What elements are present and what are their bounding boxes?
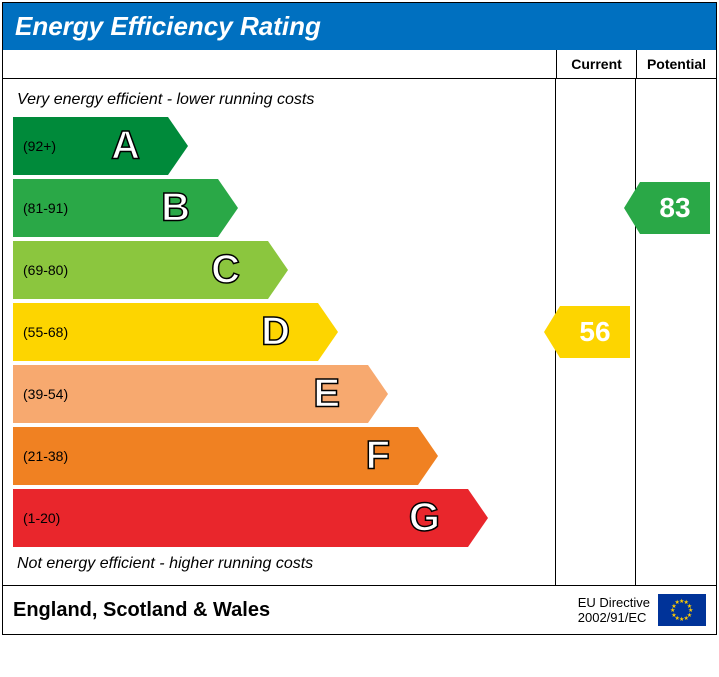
band-c: (69-80) C [13,241,268,299]
directive-line2: 2002/91/EC [578,610,650,625]
band-arrow-icon [218,179,238,237]
band-range: (55-68) [13,324,68,340]
band-d: (55-68) D [13,303,318,361]
label-efficient: Very energy efficient - lower running co… [13,87,545,117]
band-list: (92+) A (81-91) B (69-80) C (55-68) D (39-54) E (2… [13,117,545,547]
footer-directive: EU Directive 2002/91/EC ★★★★★★★★★★★★ [578,594,706,626]
label-inefficient: Not energy efficient - higher running co… [13,547,545,577]
band-arrow-icon [168,117,188,175]
col-head-potential: Potential [636,50,716,79]
marker-arrow-icon [624,182,640,234]
directive-text: EU Directive 2002/91/EC [578,595,650,625]
footer-region: England, Scotland & Wales [13,599,270,622]
band-arrow-icon [318,303,338,361]
band-range: (69-80) [13,262,68,278]
current-marker: 56 [560,306,630,358]
eu-flag-icon: ★★★★★★★★★★★★ [658,594,706,626]
band-f: (21-38) F [13,427,418,485]
col-head-current: Current [556,50,636,79]
directive-line1: EU Directive [578,595,650,610]
band-letter: B [161,186,190,231]
col-potential: 83 [636,79,716,585]
chart-footer: England, Scotland & Wales EU Directive 2… [3,585,716,634]
band-arrow-icon [368,365,388,423]
band-arrow-icon [418,427,438,485]
band-arrow-icon [268,241,288,299]
band-arrow-icon [468,489,488,547]
col-current: 56 [556,79,636,585]
band-letter: F [366,434,390,479]
band-range: (21-38) [13,448,68,464]
band-e: (39-54) E [13,365,368,423]
band-range: (39-54) [13,386,68,402]
epc-chart: Energy Efficiency Rating Current Potenti… [2,2,717,635]
band-letter: E [313,372,340,417]
band-range: (81-91) [13,200,68,216]
band-g: (1-20) G [13,489,468,547]
band-letter: G [409,496,440,541]
marker-arrow-icon [544,306,560,358]
col-head-blank [3,50,556,79]
chart-title: Energy Efficiency Rating [3,3,716,50]
band-letter: D [261,310,290,355]
band-letter: C [211,248,240,293]
potential-marker: 83 [640,182,710,234]
band-b: (81-91) B [13,179,218,237]
band-range: (92+) [13,138,56,154]
band-letter: A [111,124,140,169]
chart-grid: Current Potential Very energy efficient … [3,50,716,585]
band-range: (1-20) [13,510,60,526]
band-a: (92+) A [13,117,168,175]
bands-area: Very energy efficient - lower running co… [3,79,556,585]
